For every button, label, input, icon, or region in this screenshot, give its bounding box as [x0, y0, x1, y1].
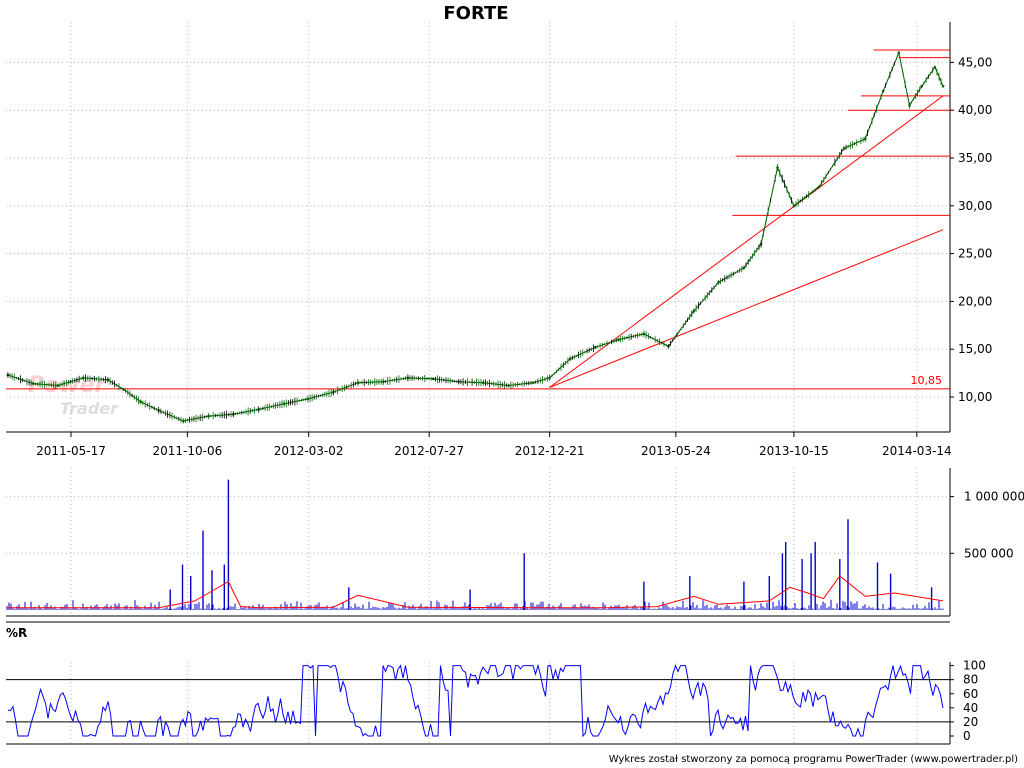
price-y-tick-label: 30,00 — [958, 199, 992, 213]
price-y-tick-label: 10,00 — [958, 390, 992, 404]
price-grid — [6, 22, 950, 432]
price-y-tick-label: 15,00 — [958, 342, 992, 356]
footer-credit: Wykres został stworzony za pomocą progra… — [609, 754, 1018, 765]
trend-line — [549, 95, 944, 388]
wr-y-tick-label: 20 — [963, 715, 978, 729]
price-x-tick-label: 2012-12-21 — [515, 444, 585, 458]
price-y-tick-label: 45,00 — [958, 55, 992, 69]
price-line — [7, 51, 944, 422]
price-x-ticks: 2011-05-17 2011-10-06 2012-03-02 2012-07-27… — [36, 432, 952, 458]
volume-y-tick-label: 500 000 — [964, 546, 1014, 560]
wr-y-tick-label: 40 — [963, 701, 978, 715]
watermark-trader: Trader — [60, 399, 119, 418]
volume-y-tick-label: 1 000 000 — [964, 490, 1024, 504]
volume-y-ticks: 500 000 1 000 000 — [950, 490, 1024, 560]
volume-average — [7, 575, 944, 609]
price-x-tick-label: 2011-05-17 — [36, 444, 106, 458]
wr-line — [7, 663, 944, 738]
support-lines — [6, 49, 950, 390]
wr-series — [7, 663, 944, 738]
trend-line — [549, 229, 944, 388]
wr-reference-lines — [6, 679, 950, 723]
price-y-ticks: 10,00 15,00 20,00 25,00 30,00 35,00 40,00 45,00 — [950, 55, 992, 404]
price-x-tick-label: 2014-03-14 — [882, 444, 952, 458]
volume-bars — [6, 479, 944, 610]
volume-grid — [6, 468, 950, 616]
wr-y-tick-label: 60 — [963, 687, 978, 701]
price-x-tick-label: 2013-10-15 — [759, 444, 829, 458]
wr-y-tick-label: 100 — [963, 659, 986, 673]
price-y-tick-label: 25,00 — [958, 247, 992, 261]
watermark-power: Power — [28, 373, 106, 398]
price-panel: 10,00 15,00 20,00 25,00 30,00 35,00 40,00 45,00… — [6, 22, 992, 458]
price-x-tick-label: 2013-05-24 — [641, 444, 711, 458]
price-label: 10,85 — [911, 374, 943, 387]
volume-average-line — [7, 575, 944, 609]
price-point — [941, 85, 945, 88]
price-x-tick-label: 2012-07-27 — [394, 444, 464, 458]
price-y-tick-label: 35,00 — [958, 151, 992, 165]
wr-y-tick-label: 80 — [963, 673, 978, 687]
wr-title: %R — [6, 626, 27, 640]
price-y-tick-label: 40,00 — [958, 103, 992, 117]
price-x-tick-label: 2012-03-02 — [274, 444, 344, 458]
price-y-tick-label: 20,00 — [958, 294, 992, 308]
price-series — [6, 51, 945, 424]
price-x-tick-label: 2011-10-06 — [153, 444, 223, 458]
wr-y-tick-label: 0 — [963, 729, 971, 743]
volume-panel: 500 000 1 000 000 — [6, 468, 1024, 617]
chart-title: FORTE — [443, 3, 508, 24]
watermark: Power Trader — [28, 373, 119, 418]
